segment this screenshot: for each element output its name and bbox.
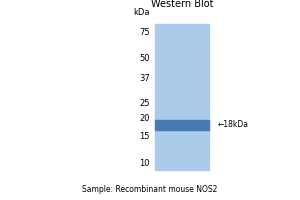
Text: 37: 37 [139, 74, 150, 83]
Text: 25: 25 [140, 99, 150, 108]
Text: 10: 10 [140, 159, 150, 168]
Text: 75: 75 [140, 28, 150, 37]
Text: Sample: Recombinant mouse NOS2: Sample: Recombinant mouse NOS2 [82, 185, 218, 194]
Text: 20: 20 [140, 114, 150, 123]
Text: ←18kDa: ←18kDa [218, 120, 248, 129]
Text: kDa: kDa [134, 8, 150, 17]
Text: 15: 15 [140, 132, 150, 141]
Text: Western Blot: Western Blot [151, 0, 214, 9]
Text: 50: 50 [140, 54, 150, 63]
Bar [155, 24, 209, 170]
Bar [155, 120, 209, 130]
